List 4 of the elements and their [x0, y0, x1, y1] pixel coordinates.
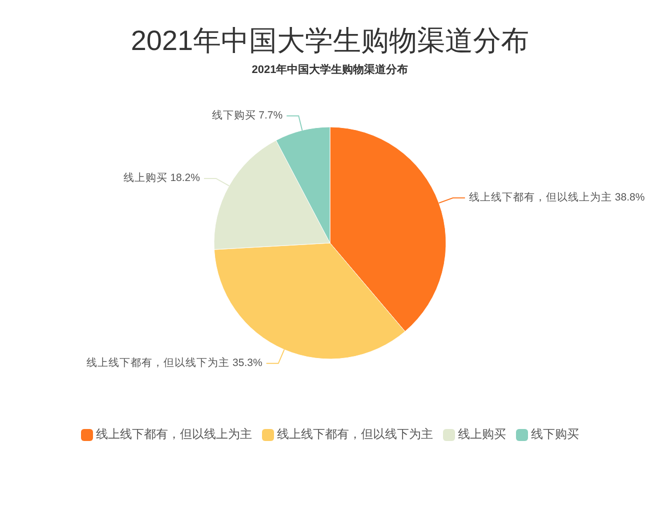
title: 2021年中国大学生购物渠道分布 — [130, 25, 530, 56]
legend-label: 线上购买 — [458, 427, 506, 442]
legend-label: 线下购买 — [531, 427, 579, 442]
subtitle: 2021年中国大学生购物渠道分布 — [252, 64, 408, 76]
